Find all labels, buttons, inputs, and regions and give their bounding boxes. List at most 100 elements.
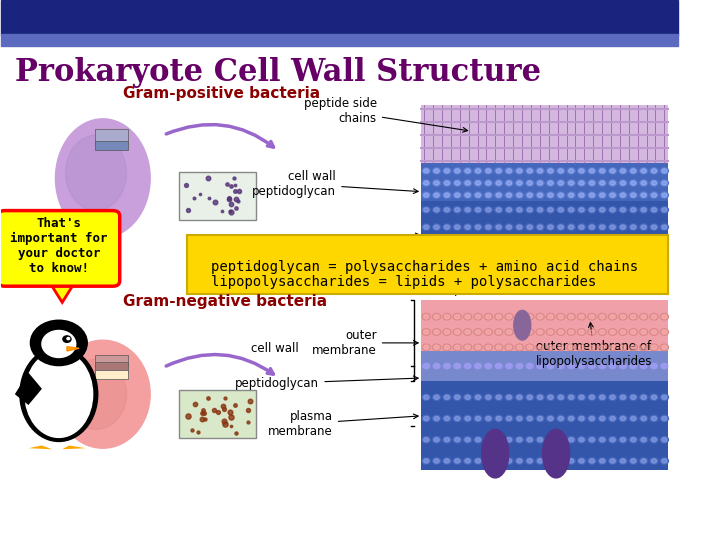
Circle shape <box>557 224 565 231</box>
Circle shape <box>610 345 616 349</box>
Circle shape <box>589 260 595 264</box>
Circle shape <box>485 180 492 186</box>
Circle shape <box>464 313 472 320</box>
Circle shape <box>516 167 523 174</box>
Circle shape <box>569 242 574 247</box>
Circle shape <box>598 224 606 231</box>
Circle shape <box>579 242 584 247</box>
Circle shape <box>631 345 636 349</box>
Circle shape <box>609 363 616 369</box>
Circle shape <box>422 224 431 231</box>
Circle shape <box>433 241 441 248</box>
Circle shape <box>589 345 595 349</box>
FancyBboxPatch shape <box>0 211 120 286</box>
Circle shape <box>546 394 554 401</box>
Circle shape <box>641 437 647 442</box>
Circle shape <box>517 225 522 229</box>
Circle shape <box>434 242 439 247</box>
Circle shape <box>475 314 481 319</box>
Circle shape <box>652 395 657 400</box>
Circle shape <box>588 344 596 350</box>
Circle shape <box>600 395 605 400</box>
Circle shape <box>474 344 482 350</box>
Circle shape <box>652 416 657 421</box>
Circle shape <box>423 330 429 334</box>
Circle shape <box>620 314 626 319</box>
Circle shape <box>629 192 637 198</box>
Circle shape <box>422 313 431 320</box>
Circle shape <box>422 394 431 401</box>
Circle shape <box>434 193 439 197</box>
Circle shape <box>433 458 441 464</box>
Circle shape <box>598 167 606 174</box>
Circle shape <box>454 208 460 212</box>
Circle shape <box>577 394 585 401</box>
Circle shape <box>589 242 595 247</box>
Circle shape <box>485 437 491 442</box>
Circle shape <box>506 208 512 212</box>
Circle shape <box>433 224 441 231</box>
Circle shape <box>505 415 513 422</box>
Circle shape <box>475 416 481 421</box>
Circle shape <box>485 394 492 401</box>
Circle shape <box>629 394 637 401</box>
Circle shape <box>650 415 658 422</box>
Ellipse shape <box>463 241 487 276</box>
Circle shape <box>567 394 575 401</box>
Circle shape <box>423 416 429 421</box>
Circle shape <box>423 459 429 463</box>
Circle shape <box>662 168 667 173</box>
Circle shape <box>444 459 449 463</box>
Circle shape <box>485 329 492 335</box>
Circle shape <box>516 192 523 198</box>
Circle shape <box>600 181 605 185</box>
Circle shape <box>506 345 512 349</box>
Circle shape <box>660 180 668 186</box>
Circle shape <box>548 168 553 173</box>
Circle shape <box>453 344 462 350</box>
Circle shape <box>443 344 451 350</box>
Circle shape <box>506 416 512 421</box>
Circle shape <box>639 394 648 401</box>
Circle shape <box>598 329 606 335</box>
Circle shape <box>517 330 522 334</box>
Circle shape <box>444 208 449 212</box>
Circle shape <box>600 459 605 463</box>
Circle shape <box>422 458 431 464</box>
Circle shape <box>434 395 439 400</box>
Circle shape <box>505 180 513 186</box>
Circle shape <box>619 241 627 248</box>
Text: outer membrane of
lipopolysaccharides: outer membrane of lipopolysaccharides <box>536 322 652 368</box>
Circle shape <box>474 415 482 422</box>
Circle shape <box>608 329 616 335</box>
Circle shape <box>548 242 553 247</box>
Circle shape <box>474 207 482 213</box>
Circle shape <box>548 395 553 400</box>
Circle shape <box>496 208 501 212</box>
Circle shape <box>569 208 574 212</box>
Circle shape <box>589 314 595 319</box>
Text: outer
membrane: outer membrane <box>312 329 418 357</box>
Circle shape <box>474 180 482 186</box>
Circle shape <box>464 167 472 174</box>
Circle shape <box>505 436 513 443</box>
Circle shape <box>641 168 647 173</box>
Circle shape <box>639 415 648 422</box>
Polygon shape <box>62 446 86 449</box>
Circle shape <box>589 395 595 400</box>
Circle shape <box>526 363 533 369</box>
Circle shape <box>506 181 512 185</box>
Circle shape <box>475 242 481 247</box>
Circle shape <box>619 167 627 174</box>
Circle shape <box>422 207 431 213</box>
Circle shape <box>639 329 648 335</box>
Circle shape <box>598 192 606 198</box>
Circle shape <box>527 260 533 264</box>
Circle shape <box>579 314 584 319</box>
Circle shape <box>548 459 553 463</box>
FancyBboxPatch shape <box>95 362 128 373</box>
Text: protein: protein <box>454 267 499 296</box>
Circle shape <box>516 363 523 369</box>
Circle shape <box>496 260 501 264</box>
Circle shape <box>662 225 667 229</box>
